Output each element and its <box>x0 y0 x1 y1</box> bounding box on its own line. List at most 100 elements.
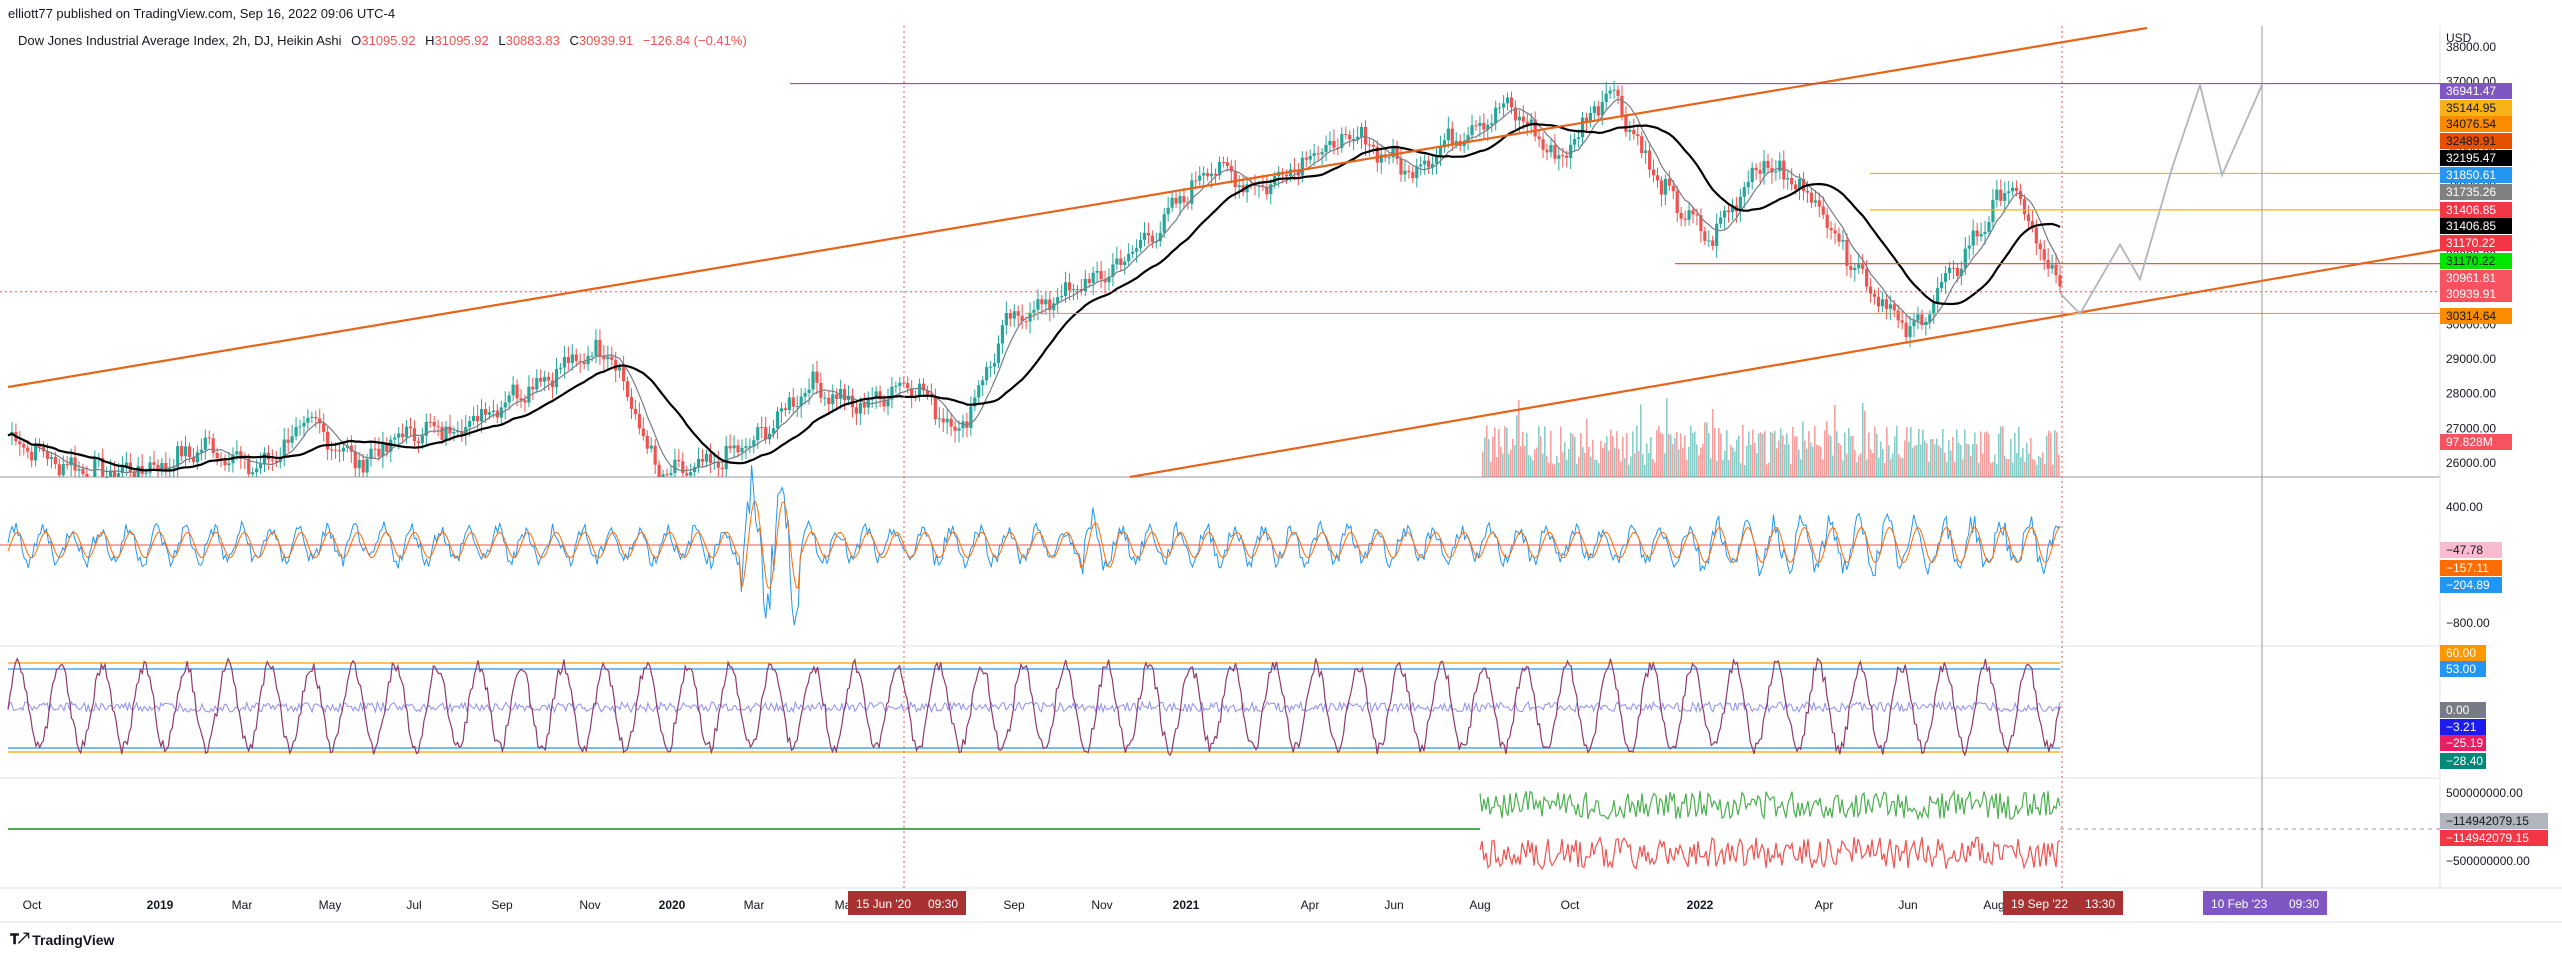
candle <box>1008 313 1012 319</box>
volume-bar <box>1770 431 1772 477</box>
candle <box>1983 231 1987 234</box>
volume-bar <box>1862 403 1864 477</box>
osc1-tag <box>2440 577 2502 593</box>
candle <box>1726 210 1731 213</box>
volume-bar <box>2054 430 2056 477</box>
candle <box>1509 97 1514 108</box>
candle <box>1904 322 1908 337</box>
candle <box>1036 299 1040 310</box>
candle <box>30 451 34 461</box>
candle <box>109 470 113 477</box>
candle <box>377 448 381 457</box>
candle <box>1916 314 1920 321</box>
time-tick: 2020 <box>659 898 686 912</box>
price-pane[interactable] <box>0 26 2441 888</box>
candle <box>2054 264 2058 276</box>
volume-bar <box>1526 432 1528 477</box>
candle <box>1947 267 1952 274</box>
volume-bar <box>1734 451 1736 477</box>
candle <box>1178 196 1182 204</box>
candle <box>740 447 744 453</box>
candle <box>1119 258 1123 266</box>
flow-tick: 500000000.00 <box>2446 786 2523 800</box>
candle <box>1158 232 1162 242</box>
volume-bar <box>1822 459 1824 477</box>
volume-bar <box>1718 428 1720 477</box>
volume-bar <box>1720 433 1722 477</box>
volume-bar <box>1802 421 1804 477</box>
volume-bar <box>1884 462 1886 477</box>
candle <box>933 396 937 420</box>
candle <box>164 462 168 472</box>
close-value: 30939.91 <box>578 33 634 48</box>
volume-bar <box>1682 447 1684 477</box>
oscillator-2-pane[interactable] <box>7 657 2061 757</box>
candle <box>2050 264 2054 269</box>
volume-bar <box>1612 436 1614 477</box>
volume-bar <box>1866 459 1868 477</box>
candle <box>1569 144 1573 158</box>
volume-bar <box>1522 431 1524 477</box>
volume-bar <box>2016 453 2018 477</box>
candle <box>815 371 819 383</box>
candle <box>290 436 294 443</box>
price-tag-label: 32489.91 <box>2446 134 2496 148</box>
candle <box>775 411 780 429</box>
candle <box>1849 266 1853 271</box>
candle <box>404 426 409 438</box>
candle <box>724 446 728 470</box>
candle <box>1217 162 1222 176</box>
volume-bar <box>1888 444 1890 477</box>
upper-trendline[interactable] <box>7 26 2148 389</box>
candle <box>582 361 586 365</box>
volume-bar <box>2050 432 2052 477</box>
volume-bar <box>1742 425 1744 477</box>
time-label-time: 09:30 <box>2289 897 2319 911</box>
price-tick: 26000.00 <box>2446 456 2496 470</box>
candle <box>1115 258 1119 265</box>
candle <box>949 418 953 427</box>
candle <box>1778 160 1782 172</box>
candle <box>211 438 215 454</box>
oscillator-line-a <box>7 465 2061 626</box>
candle <box>1687 210 1691 220</box>
time-label-date: 10 Feb '23 <box>2211 897 2268 911</box>
candle <box>732 445 736 449</box>
candle <box>152 462 156 465</box>
candle <box>1896 310 1900 321</box>
symbol-title[interactable]: Dow Jones Industrial Average Index, 2h, … <box>18 33 342 48</box>
volume-bar <box>2004 455 2006 477</box>
candle <box>286 439 290 443</box>
candle <box>720 467 724 470</box>
osc1-tag-label: −157.11 <box>2446 561 2489 575</box>
price-tag <box>2440 253 2512 269</box>
candle <box>669 473 673 475</box>
volume-bar <box>1792 426 1794 477</box>
candle <box>1967 245 1971 249</box>
oscillator-1-pane[interactable] <box>0 465 2061 626</box>
volume-bar <box>1954 462 1956 477</box>
flow-tag <box>2440 830 2548 846</box>
candle <box>357 459 361 469</box>
osc2-tag-label: 0.00 <box>2446 703 2470 717</box>
volume-bar <box>2034 460 2036 477</box>
candle <box>957 428 961 431</box>
candle <box>81 469 85 474</box>
candle <box>574 354 578 361</box>
lower-trendline[interactable] <box>1129 248 2441 479</box>
projection-path[interactable] <box>2059 81 2263 316</box>
candle <box>1056 297 1060 304</box>
candle <box>53 456 57 465</box>
candle <box>1411 172 1415 179</box>
price-tag <box>2440 150 2512 166</box>
tradingview-logo[interactable]: 𝐓↗ TradingView <box>10 931 114 948</box>
osc2-tag <box>2440 702 2486 718</box>
candle <box>1683 218 1687 220</box>
flow-pane[interactable] <box>8 789 2440 871</box>
price-tag <box>2440 270 2512 286</box>
candle <box>1474 125 1478 127</box>
price-tag-label: 31850.61 <box>2446 168 2496 182</box>
volume-bar <box>1958 442 1960 477</box>
candle <box>1016 311 1020 316</box>
